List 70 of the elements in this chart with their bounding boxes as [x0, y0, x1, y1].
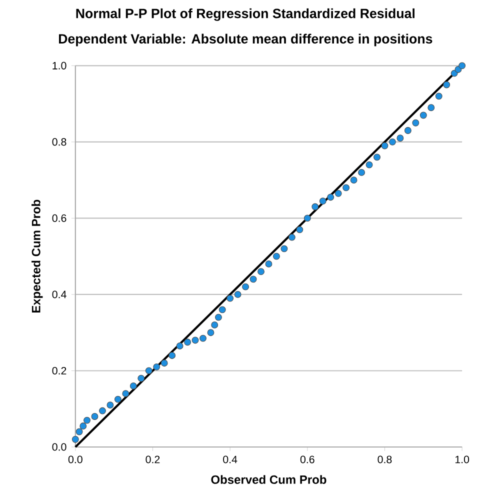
point	[130, 382, 137, 390]
point	[257, 268, 264, 276]
point	[122, 390, 129, 398]
y-tick-label: 0.8	[52, 138, 66, 146]
point	[168, 352, 176, 359]
point	[358, 168, 365, 176]
point	[404, 127, 412, 134]
point	[373, 154, 380, 161]
point	[350, 176, 358, 184]
point	[176, 342, 184, 350]
point	[226, 294, 234, 302]
point	[218, 306, 226, 314]
point	[420, 112, 427, 119]
point	[381, 142, 388, 150]
x-tick-label: 0.4	[222, 456, 237, 464]
point	[152, 363, 160, 370]
point	[83, 416, 90, 424]
point	[184, 338, 191, 346]
x-tick-label: 0.8	[378, 456, 392, 464]
point	[458, 62, 466, 70]
point	[280, 245, 288, 252]
y-tick-label: 0.4	[52, 290, 66, 298]
point	[388, 138, 396, 146]
y-tick-label: 1.0	[52, 62, 66, 70]
point	[272, 252, 280, 260]
point	[214, 314, 222, 321]
point	[288, 234, 296, 241]
point	[76, 428, 83, 436]
point	[454, 66, 462, 73]
point	[192, 336, 199, 344]
point	[91, 413, 98, 420]
point	[396, 134, 404, 142]
point	[137, 374, 144, 382]
point	[342, 184, 350, 192]
point	[207, 329, 214, 336]
point	[106, 402, 114, 409]
x-tick-label: 0.2	[146, 456, 160, 464]
x-tick-label: 0.6	[300, 456, 314, 464]
point	[442, 81, 450, 88]
point	[98, 407, 106, 414]
x-tick-label: 1.0	[455, 456, 469, 464]
point	[334, 190, 342, 197]
x-tick-label: 0.0	[68, 456, 82, 464]
point	[250, 276, 257, 283]
point	[160, 360, 168, 367]
y-tick-label: 0.2	[52, 366, 66, 375]
point	[265, 260, 272, 268]
point	[234, 290, 242, 298]
point	[311, 203, 318, 210]
y-axis-title: Expected Cum Prob	[31, 200, 43, 313]
point	[199, 334, 206, 342]
point	[145, 367, 152, 374]
point	[304, 214, 311, 222]
point	[326, 194, 334, 201]
point	[242, 283, 249, 290]
point	[435, 92, 442, 100]
y-tick-label: 0.0	[52, 443, 66, 451]
point	[210, 322, 218, 328]
point	[319, 198, 326, 205]
chart-subtitle: Dependent Variable: Absolute mean difference in positions	[58, 34, 432, 46]
point	[427, 104, 434, 112]
x-axis-title: Observed Cum Prob	[211, 475, 326, 484]
point	[114, 396, 122, 403]
point	[79, 422, 86, 430]
point	[366, 161, 373, 168]
point	[296, 226, 303, 234]
point	[412, 119, 419, 126]
chart-title: Normal P-P Plot of Regression Standardized Residual	[76, 8, 414, 21]
y-tick-label: 0.6	[52, 214, 66, 222]
point	[72, 436, 79, 443]
